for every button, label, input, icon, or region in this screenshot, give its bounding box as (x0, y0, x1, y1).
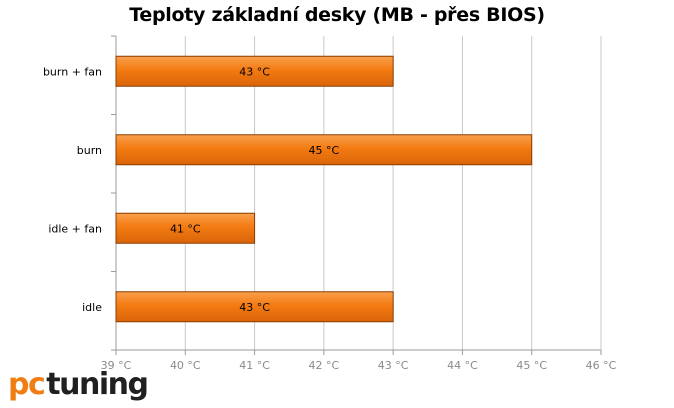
chart-title: Teploty základní desky (MB - přes BIOS) (129, 4, 545, 26)
data-label: 45 °C (309, 144, 340, 157)
bar-idle-fan (115, 212, 256, 244)
x-tick-label: 40 °C (170, 359, 201, 372)
category-label: burn + fan (43, 65, 102, 78)
category-label: idle + fan (48, 222, 102, 235)
axis-layer: 39 °C 40 °C 41 °C 42 °C 43 °C 44 °C 45 °C 46 °C (101, 35, 617, 372)
bar-burn (115, 134, 533, 166)
x-tick-label: 42 °C (309, 359, 340, 372)
x-tick-label: 44 °C (447, 359, 478, 372)
logo-pc: pc (8, 367, 46, 402)
x-tick-label: 43 °C (378, 359, 409, 372)
grid-layer (184, 36, 602, 350)
data-label: 41 °C (170, 222, 201, 235)
x-tick-label: 46 °C (586, 359, 617, 372)
bar-layer (115, 55, 533, 323)
category-label: idle (82, 301, 102, 314)
category-label: burn (77, 144, 102, 157)
x-tick-label: 45 °C (516, 359, 547, 372)
logo-tuning: tuning (46, 367, 149, 402)
bar-burn-fan (115, 55, 394, 87)
pctuning-logo: pc tuning (8, 367, 149, 402)
data-label: 43 °C (239, 301, 270, 314)
bar-idle (115, 291, 394, 323)
x-tick-label: 41 °C (239, 359, 270, 372)
x-tick-label: 39 °C (101, 359, 132, 372)
data-label: 43 °C (239, 65, 270, 78)
label-layer: burn + fan 43 °C burn 45 °C idle + fan 41 °C i… (43, 65, 340, 314)
